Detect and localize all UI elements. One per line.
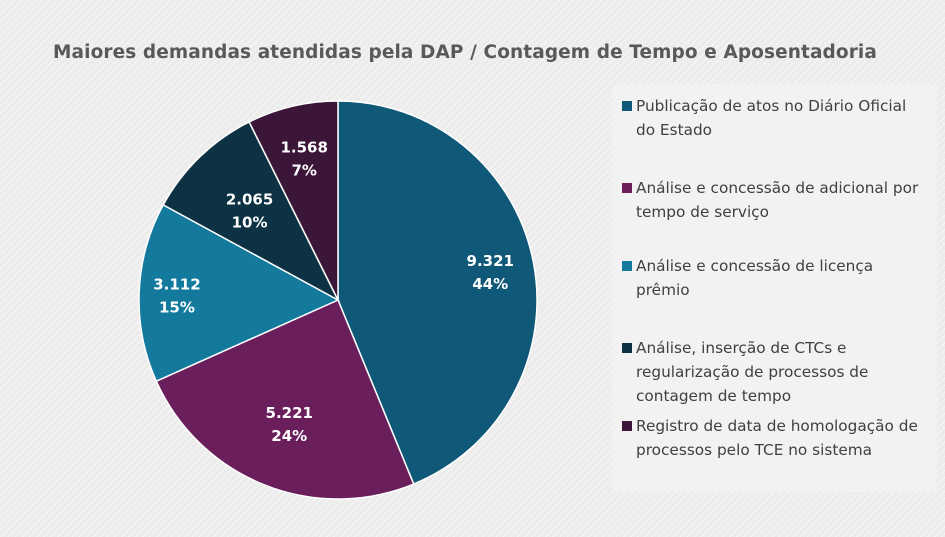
legend-swatch: [622, 183, 632, 193]
pie-slice-1: [337, 100, 538, 486]
legend-swatch: [622, 101, 632, 111]
legend-item: Análise e concessão de adicional por tem…: [622, 176, 928, 224]
pie-slice-2: [155, 299, 415, 500]
chart-title: Maiores demandas atendidas pela DAP / Co…: [53, 42, 877, 63]
pie-slice-3: [138, 203, 340, 383]
legend-item: Análise e concessão de licença prêmio: [622, 254, 928, 302]
slice-value-label: 9.321: [467, 252, 514, 270]
pie-slice-4: [162, 120, 340, 302]
slice-value-label: 2.065: [226, 190, 273, 208]
legend-label: Análise, inserção de CTCs e regularizaçã…: [636, 339, 869, 405]
chart-legend: Publicação de atos no Diário Oficial do …: [612, 84, 937, 492]
slice-percent-label: 7%: [291, 162, 316, 180]
legend-swatch: [622, 261, 632, 271]
legend-label: Análise e concessão de licença prêmio: [636, 257, 874, 299]
legend-item: Registro de data de homologação de proce…: [622, 414, 928, 462]
slice-value-label: 3.112: [153, 276, 200, 294]
legend-label: Análise e concessão de adicional por tem…: [636, 179, 919, 221]
slice-percent-label: 15%: [159, 299, 195, 317]
slice-percent-label: 44%: [472, 275, 508, 293]
slice-percent-label: 10%: [232, 213, 268, 231]
legend-swatch: [622, 343, 632, 353]
pie-slice-5: [248, 100, 339, 301]
slice-percent-label: 24%: [271, 427, 307, 445]
legend-swatch: [622, 421, 632, 431]
slice-value-label: 1.568: [280, 139, 327, 157]
legend-label: Registro de data de homologação de proce…: [636, 417, 918, 459]
slice-value-label: 5.221: [266, 404, 313, 422]
legend-label: Publicação de atos no Diário Oficial do …: [636, 97, 907, 139]
legend-item: Análise, inserção de CTCs e regularizaçã…: [622, 336, 928, 408]
legend-item: Publicação de atos no Diário Oficial do …: [622, 94, 928, 142]
